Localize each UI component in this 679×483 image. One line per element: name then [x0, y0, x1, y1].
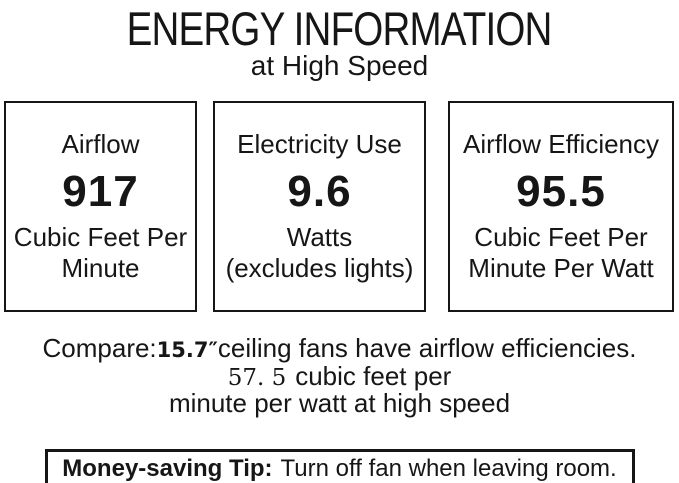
page-title: ENERGY INFORMATION — [127, 2, 553, 55]
metric-label: Airflow — [61, 128, 140, 159]
metric-value: 917 — [62, 166, 139, 216]
metric-value: 9.6 — [287, 166, 352, 216]
page-subtitle: at High Speed — [250, 50, 429, 81]
tip-label: Money-saving Tip: — [62, 454, 273, 482]
header: ENERGY INFORMATION at High Speed — [0, 0, 679, 82]
metric-unit-line: Minute — [61, 253, 140, 283]
compare-line-2-rest: cubic feet per — [295, 360, 452, 391]
metric-value: 95.5 — [516, 166, 606, 216]
metric-unit-line: Minute Per Watt — [468, 253, 654, 283]
metric-boxes-row: Airflow 917 Cubic Feet Per Minute Electr… — [0, 101, 679, 312]
compare-section: Compare:15.7″ceiling fans have airflow e… — [0, 333, 679, 419]
tip-text: Turn off fan when leaving room. — [280, 454, 617, 482]
compare-line-2: 57. 5 cubic feet per — [0, 360, 679, 391]
metric-unit-line: Cubic Feet Per — [13, 221, 188, 252]
metric-units: Cubic Feet Per Minute — [14, 222, 187, 284]
metric-units: Cubic Feet Per Minute Per Watt — [468, 222, 653, 284]
compare-fan-size: 15.7″ — [156, 338, 218, 362]
money-saving-tip-box: Money-saving Tip: Turn off fan when leavi… — [44, 448, 635, 483]
metric-box-airflow: Airflow 917 Cubic Feet Per Minute — [4, 101, 197, 312]
compare-line-3: minute per watt at high speed — [168, 388, 511, 419]
metric-units: Watts (excludes lights) — [226, 222, 414, 284]
compare-prefix: Compare: — [42, 333, 157, 363]
metric-unit-line: Cubic Feet Per — [474, 221, 648, 252]
metric-box-airflow-efficiency: Airflow Efficiency 95.5 Cubic Feet Per M… — [448, 101, 674, 312]
metric-label: Electricity Use — [237, 128, 402, 159]
metric-box-electricity-use: Electricity Use 9.6 Watts (excludes ligh… — [213, 101, 426, 312]
compare-line-1-rest: ceiling fans have airflow efficiencies. — [217, 333, 637, 363]
compare-line-1: Compare:15.7″ceiling fans have airflow e… — [0, 333, 679, 363]
compare-efficiency-value: 57. 5 — [227, 364, 287, 391]
metric-unit-line: (excludes lights) — [225, 253, 414, 283]
metric-unit-line: Watts — [286, 221, 353, 252]
metric-label: Airflow Efficiency — [462, 128, 660, 159]
